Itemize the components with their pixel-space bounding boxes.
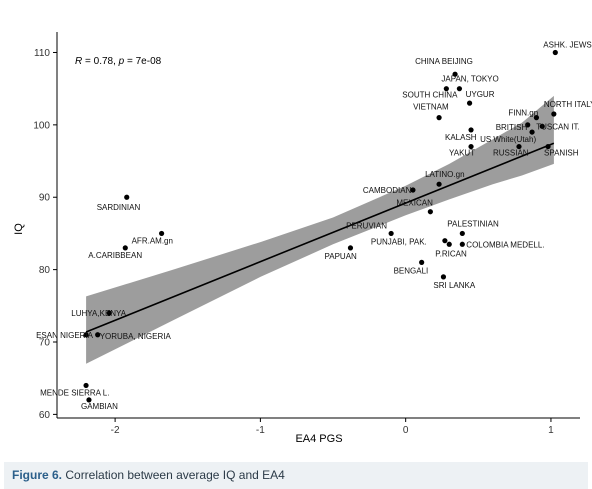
data-point: [95, 332, 101, 338]
data-point-label: GAMBIAN: [81, 402, 118, 411]
y-tick-label: 100: [33, 120, 50, 131]
data-point-label: SARDINIAN: [97, 203, 141, 212]
axes-layer: -2 -1 0 1 60 70 80 90 100 110: [33, 32, 580, 436]
data-point-label: CAMBODIAN: [363, 186, 412, 195]
data-point: [419, 259, 425, 265]
data-point: [516, 143, 522, 150]
confidence-band-layer: [86, 95, 554, 364]
data-point-label: MENDE SIERRA L.: [40, 388, 109, 397]
data-point-label: MEXICAN: [396, 199, 433, 208]
y-tick-label: 110: [34, 48, 50, 59]
data-point: [106, 310, 112, 316]
data-point-label: VIETNAM: [413, 103, 449, 112]
data-point: [446, 241, 452, 247]
data-point: [533, 115, 540, 121]
data-point: [539, 123, 545, 129]
data-point: [86, 397, 92, 403]
data-point: [452, 71, 458, 77]
figure-caption: Figure 6. Correlation between average IQ…: [4, 462, 588, 489]
data-point: [159, 230, 165, 237]
data-point-label: TUSCAN IT.: [536, 122, 580, 131]
data-point: [83, 382, 89, 389]
x-tick-label: -1: [256, 425, 265, 436]
data-point: [466, 100, 473, 106]
y-axis-title: IQ: [13, 223, 25, 235]
x-tick-label: -2: [111, 425, 120, 436]
data-point-label: LATINO.gn: [425, 170, 464, 179]
regression-line: [85, 142, 555, 333]
data-point: [443, 86, 449, 92]
data-point-label: LUHYA,KENYA: [71, 309, 126, 318]
data-point-label: BENGALI: [394, 266, 429, 275]
data-point: [468, 127, 474, 133]
figure-number: Figure 6.: [12, 468, 63, 482]
data-point-label: AFR.AM.gn: [132, 236, 173, 245]
data-point-label: YORUBA, NIGERIA: [100, 332, 172, 341]
data-point-label: PAPUAN: [325, 252, 358, 261]
data-point: [347, 245, 354, 251]
data-point-label: KALASH: [445, 133, 477, 142]
y-tick-label: 60: [39, 410, 51, 421]
x-tick-label: 1: [548, 425, 554, 436]
data-point-label: A.CARIBBEAN: [88, 251, 142, 260]
data-point-label: BRITISH: [496, 123, 528, 132]
data-point: [436, 115, 442, 121]
data-point-label: ESAN NIGERIA: [36, 331, 94, 340]
data-point-label: FINN.gn: [508, 109, 538, 118]
r-value: = 0.78,: [85, 56, 119, 67]
data-point-label: YAKUT: [449, 149, 475, 158]
data-point: [529, 129, 535, 135]
data-point-label: US White(Utah): [480, 135, 536, 144]
data-point-label: RUSSIAN: [493, 149, 529, 158]
confidence-band: [86, 95, 554, 364]
y-tick-label: 80: [39, 265, 51, 276]
data-point: [83, 332, 89, 338]
points-layer: [83, 49, 558, 403]
p-label: p: [118, 56, 125, 67]
scatter-chart: -2 -1 0 1 60 70 80 90 100 110 ASHK. JEWS CHINA BEI…: [13, 32, 592, 445]
data-point-label: UYGUR: [466, 90, 495, 99]
regression-line-layer: [85, 142, 555, 333]
data-point: [122, 245, 128, 251]
data-point: [525, 122, 531, 128]
data-point: [468, 143, 474, 150]
data-point-label: NORTH ITALY: [544, 100, 592, 109]
data-point: [410, 187, 416, 193]
data-point-label: PALESTINIAN: [447, 219, 499, 228]
data-point-label: PUNJABI, PAK.: [371, 238, 427, 247]
data-point: [459, 241, 465, 247]
data-point: [440, 274, 447, 280]
data-point: [456, 86, 463, 92]
data-point-label: PERUVIAN: [346, 221, 387, 230]
data-point-label: JAPAN, TOKYO: [441, 75, 498, 84]
data-point-label: P.RICAN: [435, 249, 467, 258]
data-point-label: SPANISH: [544, 149, 579, 158]
figure-caption-text: Correlation between average IQ and EA4: [62, 468, 285, 482]
data-point: [124, 194, 130, 200]
data-point-label: COLOMBIA MEDELL.: [466, 240, 544, 249]
data-point-label: SOUTH CHINA: [402, 91, 458, 100]
x-axis-title: EA4 PGS: [295, 433, 342, 445]
data-point: [427, 209, 433, 215]
correlation-annotation: R = 0.78, p = 7e-08: [75, 56, 162, 67]
data-point: [442, 238, 448, 244]
data-point-label: CHINA BEIJING: [415, 57, 473, 66]
x-tick-label: 0: [403, 425, 409, 436]
r-label: R: [75, 56, 82, 67]
data-point: [459, 230, 465, 237]
y-tick-label: 70: [39, 338, 51, 349]
data-point: [388, 230, 394, 237]
point-labels-layer: ASHK. JEWS CHINA BEIJING JAPAN, TOKYO SOUTH…: [36, 41, 592, 411]
data-point: [551, 111, 557, 117]
data-point-label: SRI LANKA: [433, 281, 475, 290]
data-point: [545, 143, 551, 150]
data-point: [436, 181, 442, 187]
data-point-label: ASHK. JEWS: [543, 41, 591, 50]
y-tick-label: 90: [39, 193, 51, 204]
data-point: [552, 49, 558, 56]
p-value: = 7e-08: [127, 56, 162, 67]
